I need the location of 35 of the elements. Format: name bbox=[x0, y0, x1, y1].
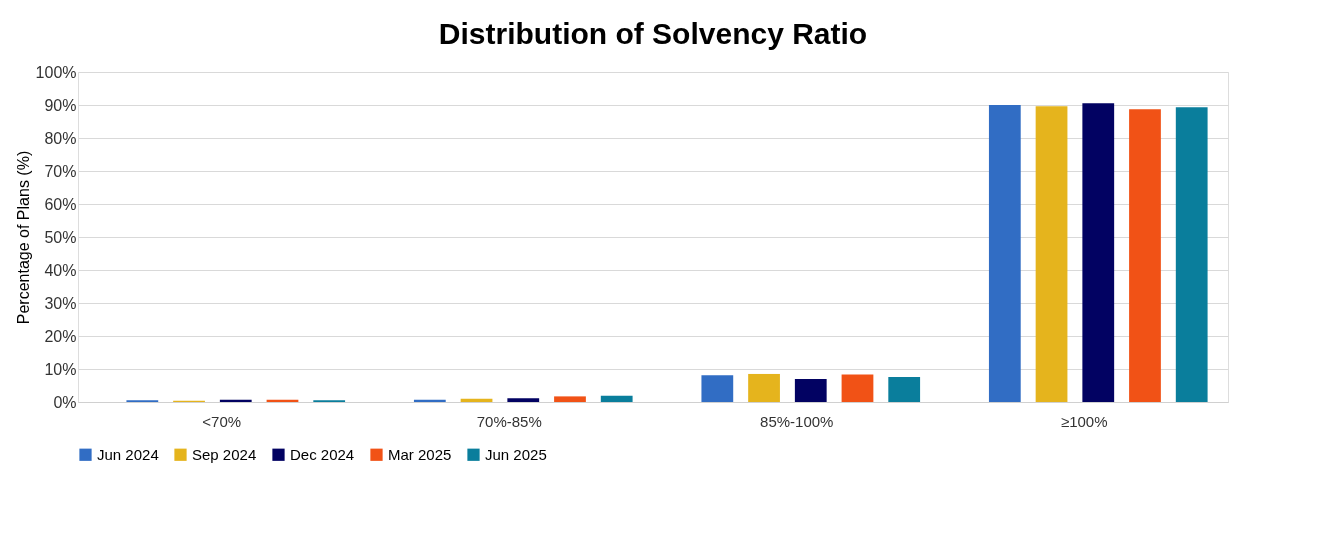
legend-label: Sep 2024 bbox=[192, 445, 257, 463]
bar bbox=[841, 374, 874, 402]
bar bbox=[507, 398, 540, 402]
bar bbox=[1129, 109, 1161, 402]
bar bbox=[748, 373, 780, 402]
y-tick-label: 0% bbox=[53, 393, 77, 411]
x-tick-label: ≥100% bbox=[1060, 412, 1108, 430]
x-tick-label: 85%-100% bbox=[760, 412, 834, 430]
legend-label: Mar 2025 bbox=[388, 445, 452, 463]
bar bbox=[554, 396, 586, 402]
y-tick-label: 100% bbox=[35, 63, 77, 81]
x-tick-label: <70% bbox=[202, 412, 242, 430]
bar bbox=[1175, 107, 1208, 402]
y-axis-title: Percentage of Plans (%) bbox=[14, 150, 32, 325]
y-tick-label: 50% bbox=[44, 228, 77, 246]
bar bbox=[600, 395, 633, 402]
y-tick-label: 70% bbox=[44, 162, 77, 180]
y-tick-label: 60% bbox=[44, 195, 77, 213]
x-tick-label: 70%-85% bbox=[476, 412, 542, 430]
y-tick-label: 80% bbox=[44, 129, 77, 147]
legend-label: Jun 2024 bbox=[97, 445, 159, 463]
bar bbox=[1035, 106, 1068, 402]
chart-title: Distribution of Solvency Ratio bbox=[438, 17, 868, 50]
bar bbox=[888, 376, 921, 402]
legend-label: Dec 2024 bbox=[290, 445, 355, 463]
legend-label: Jun 2025 bbox=[485, 445, 547, 463]
bar bbox=[794, 378, 827, 402]
bar bbox=[988, 105, 1021, 402]
bar bbox=[701, 375, 734, 402]
y-tick-label: 20% bbox=[44, 327, 77, 345]
bar bbox=[1082, 103, 1115, 402]
y-tick-label: 30% bbox=[44, 294, 77, 312]
y-tick-label: 90% bbox=[44, 96, 77, 114]
y-tick-label: 40% bbox=[44, 261, 77, 279]
y-tick-label: 10% bbox=[44, 360, 77, 378]
